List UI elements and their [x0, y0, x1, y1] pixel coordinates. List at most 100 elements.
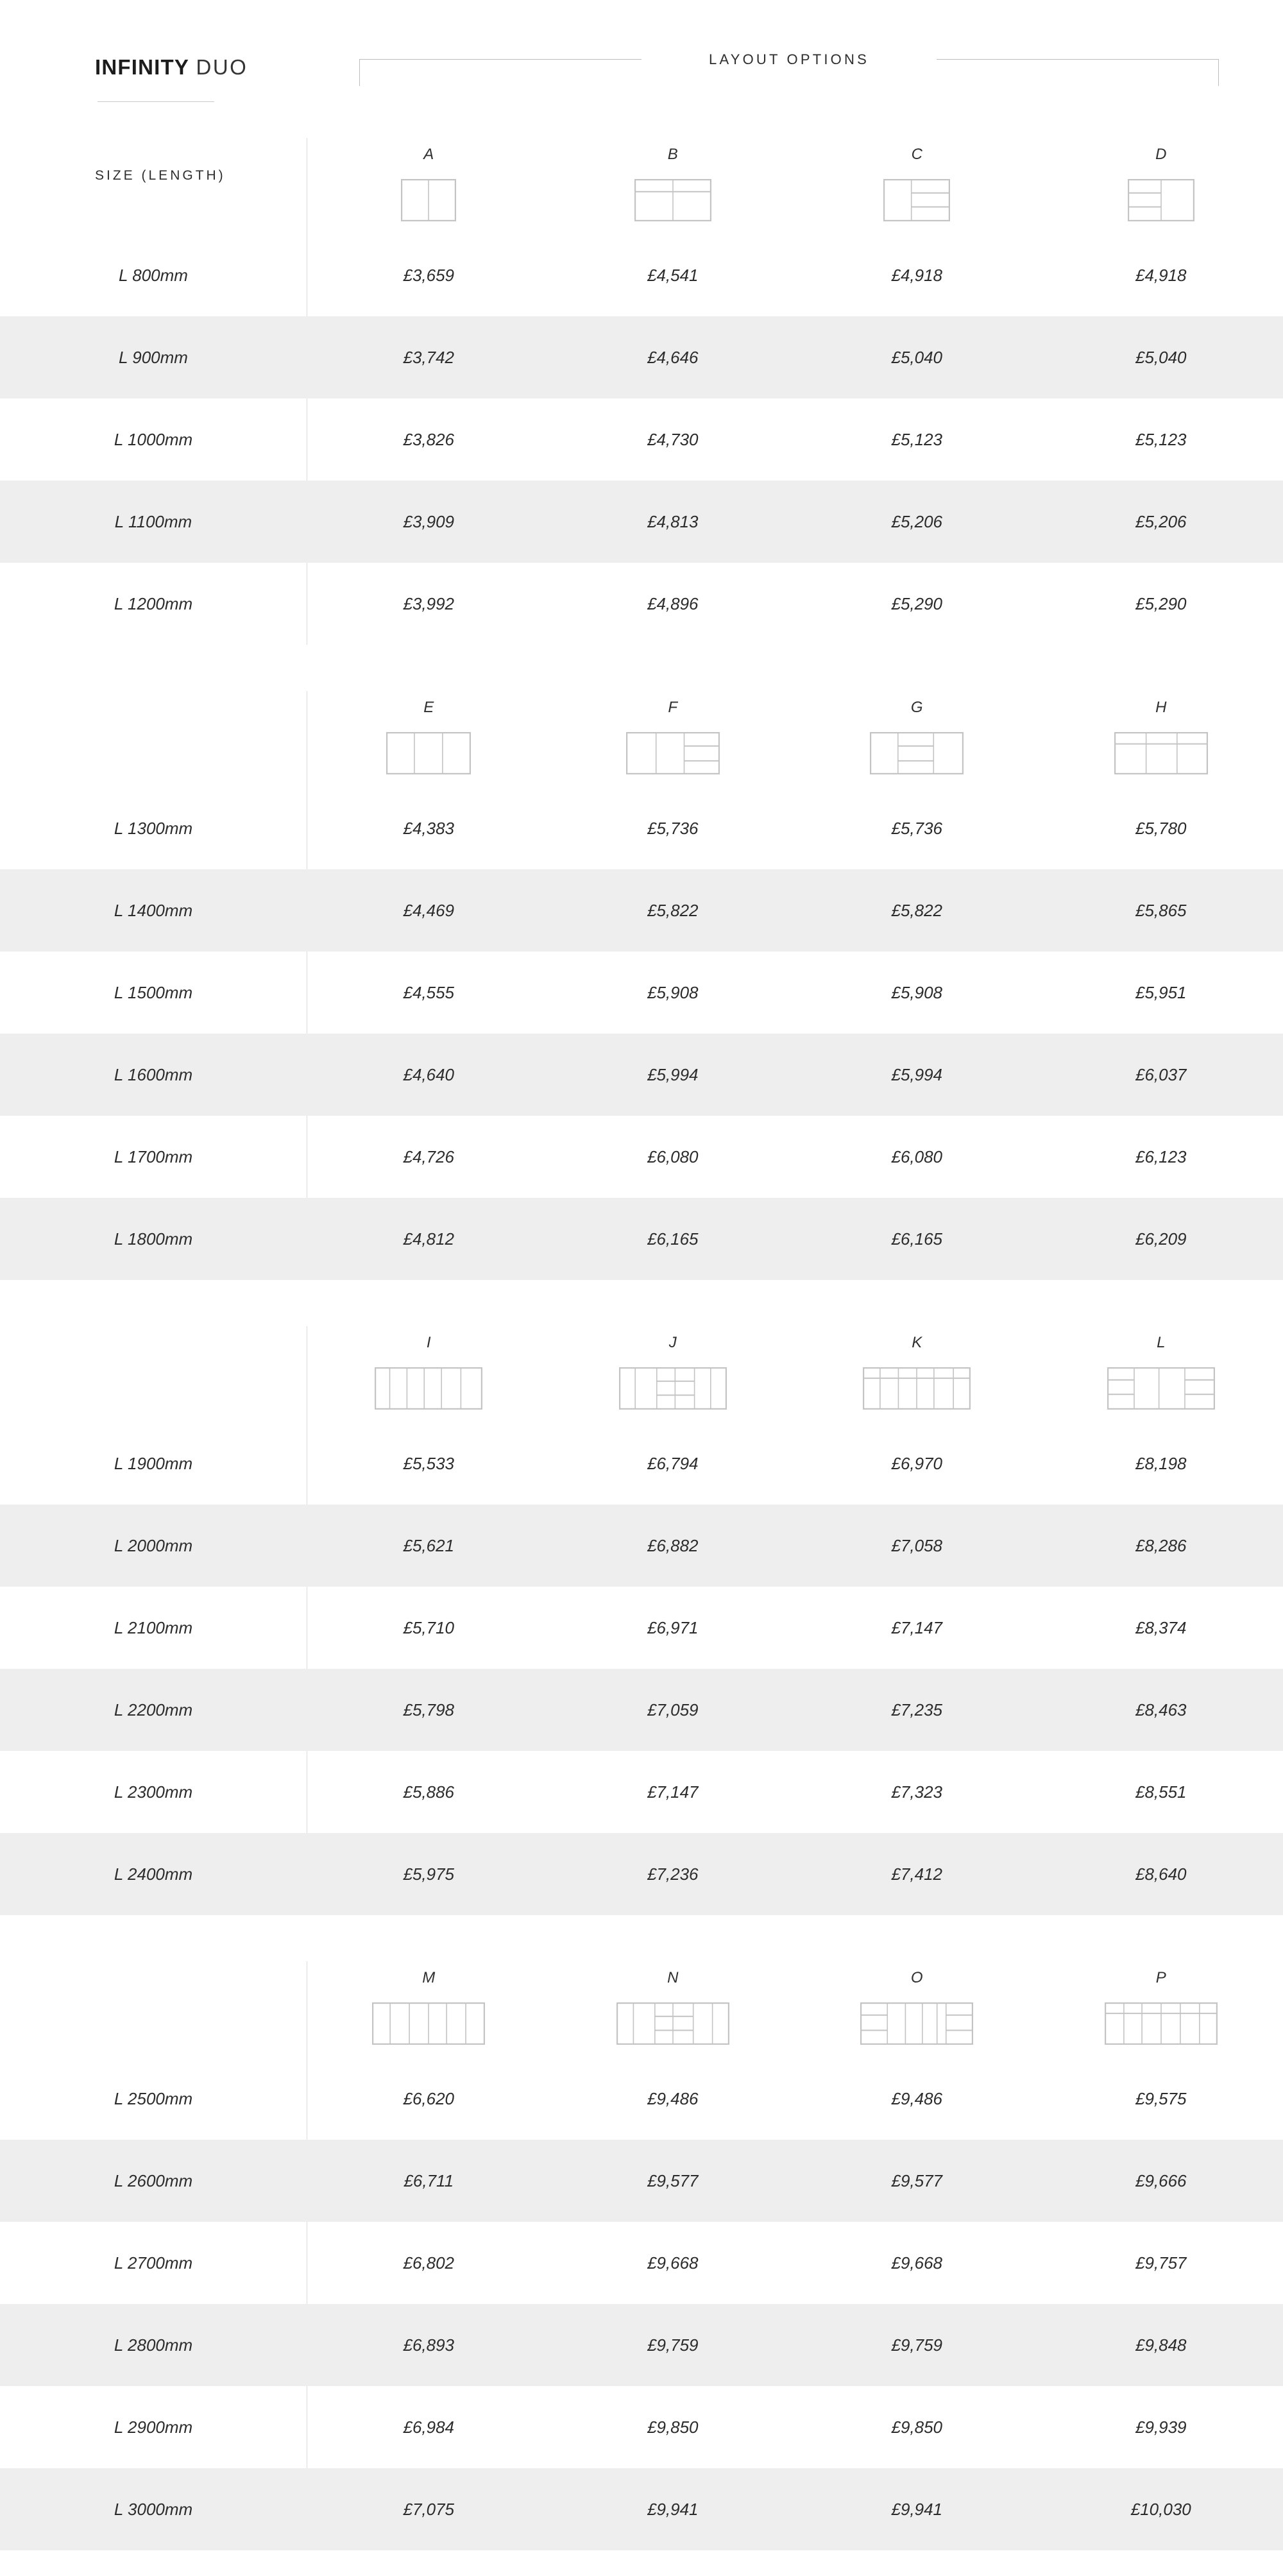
layout-option-letter: J — [668, 1334, 677, 1351]
price-cell-a: £3,909 — [403, 511, 455, 531]
row-price-cells: £5,975 £7,236 £7,412 £8,640 — [307, 1864, 1283, 1884]
price-cell-k: £7,323 — [891, 1782, 943, 1802]
table-row: L 2700mm £6,802 £9,668 £9,668 £9,757 — [0, 2222, 1283, 2304]
price-cell-b: £4,730 — [647, 429, 699, 449]
table-row: L 1800mm £4,812 £6,165 £6,165 £6,209 — [0, 1198, 1283, 1280]
price-cell-b: £4,896 — [647, 593, 699, 613]
layout-option-letter: K — [912, 1334, 922, 1351]
row-size-label: L 900mm — [119, 347, 188, 367]
layout-option-e[interactable]: E — [307, 691, 551, 787]
layout-option-f[interactable]: F — [551, 691, 795, 787]
row-price-cells: £5,621 £6,882 £7,058 £8,286 — [307, 1536, 1283, 1556]
row-size-label: L 2300mm — [114, 1782, 193, 1802]
row-size-label: L 1500mm — [114, 982, 193, 1002]
price-cell-j: £7,236 — [647, 1864, 699, 1884]
price-cell-l: £8,463 — [1135, 1700, 1187, 1719]
layout-option-k[interactable]: K — [795, 1326, 1039, 1422]
layout-option-a[interactable]: A — [307, 138, 551, 234]
row-size-label: L 1400mm — [114, 900, 193, 920]
row-size-label: L 2900mm — [114, 2417, 193, 2437]
layout-option-n[interactable]: N — [551, 1961, 795, 2058]
table-row: L 1500mm £4,555 £5,908 £5,908 £5,951 — [0, 951, 1283, 1034]
row-price-cells: £3,992 £4,896 £5,290 £5,290 — [307, 594, 1283, 614]
layout-option-p[interactable]: P — [1039, 1961, 1283, 2058]
price-cell-i: £5,886 — [403, 1782, 455, 1802]
price-cell-f: £6,165 — [647, 1229, 699, 1249]
price-cell-o: £9,577 — [891, 2171, 943, 2190]
price-cell-n: £9,486 — [647, 2088, 699, 2108]
row-size-label: L 1000mm — [114, 429, 193, 449]
layout-option-l[interactable]: L — [1039, 1326, 1283, 1422]
row-price-cells: £6,893 £9,759 £9,759 £9,848 — [307, 2335, 1283, 2355]
row-size-label: L 1600mm — [114, 1064, 193, 1084]
row-size-label: L 800mm — [119, 265, 188, 285]
layout-option-letter: E — [423, 699, 434, 716]
row-size-label: L 2000mm — [114, 1535, 193, 1555]
layout-option-i[interactable]: I — [307, 1326, 551, 1422]
layout-diagram-i — [375, 1367, 483, 1410]
price-cell-f: £5,908 — [647, 982, 699, 1002]
layout-option-b[interactable]: B — [551, 138, 795, 234]
table-row: L 2300mm £5,886 £7,147 £7,323 £8,551 — [0, 1751, 1283, 1833]
row-size-label: L 1900mm — [114, 1453, 193, 1473]
row-price-cells: £4,812 £6,165 £6,165 £6,209 — [307, 1229, 1283, 1249]
price-cell-l: £8,286 — [1135, 1535, 1187, 1555]
price-cell-m: £6,802 — [403, 2253, 455, 2273]
price-cell-d: £5,290 — [1135, 593, 1187, 613]
layout-option-d[interactable]: D — [1039, 138, 1283, 234]
row-size-label: L 2100mm — [114, 1617, 193, 1637]
price-cell-c: £5,040 — [891, 347, 943, 367]
row-size-label: L 2700mm — [114, 2253, 193, 2273]
price-cell-e: £4,469 — [403, 900, 455, 920]
row-price-cells: £3,909 £4,813 £5,206 £5,206 — [307, 512, 1283, 532]
price-cell-a: £3,659 — [403, 265, 455, 285]
price-cell-o: £9,941 — [891, 2499, 943, 2519]
bracket-tick-right — [1218, 59, 1219, 86]
price-cell-n: £9,759 — [647, 2335, 699, 2355]
row-size-label: L 3000mm — [114, 2499, 193, 2519]
layout-option-h[interactable]: H — [1039, 691, 1283, 787]
layout-options-label: LAYOUT OPTIONS — [695, 51, 883, 68]
price-cell-n: £9,850 — [647, 2417, 699, 2437]
row-price-cells: £4,640 £5,994 £5,994 £6,037 — [307, 1065, 1283, 1085]
layout-option-c[interactable]: C — [795, 138, 1039, 234]
price-cell-o: £9,668 — [891, 2253, 943, 2273]
layout-diagram-g — [870, 732, 964, 774]
row-price-cells: £6,802 £9,668 £9,668 £9,757 — [307, 2253, 1283, 2273]
bracket-tick-left — [359, 59, 360, 86]
page-header: INFINITY DUO LAYOUT OPTIONS SIZE (LENGTH… — [0, 0, 1283, 183]
row-price-cells: £6,711 £9,577 £9,577 £9,666 — [307, 2171, 1283, 2191]
layout-option-g[interactable]: G — [795, 691, 1039, 787]
price-cell-b: £4,541 — [647, 265, 699, 285]
row-price-cells: £5,886 £7,147 £7,323 £8,551 — [307, 1782, 1283, 1802]
table-row: L 800mm £3,659 £4,541 £4,918 £4,918 — [0, 234, 1283, 316]
price-cell-l: £8,198 — [1135, 1453, 1187, 1473]
layout-option-m[interactable]: M — [307, 1961, 551, 2058]
price-cell-g: £5,736 — [891, 818, 943, 838]
layout-option-o[interactable]: O — [795, 1961, 1039, 2058]
price-cell-k: £7,147 — [891, 1617, 943, 1637]
row-price-cells: £4,555 £5,908 £5,908 £5,951 — [307, 983, 1283, 1003]
layout-diagram-j — [618, 1367, 727, 1410]
layout-option-letter: F — [668, 699, 678, 716]
price-cell-n: £9,668 — [647, 2253, 699, 2273]
price-cell-f: £5,994 — [647, 1064, 699, 1084]
layout-diagram-n — [616, 2002, 729, 2045]
table-block: A B C D L 800mm £3,659 £4,541 £4,918 £4,918 L 900… — [0, 138, 1283, 645]
layout-option-j[interactable]: J — [551, 1326, 795, 1422]
layout-option-letter: C — [911, 146, 922, 163]
table-row: L 900mm £3,742 £4,646 £5,040 £5,040 — [0, 316, 1283, 398]
layout-option-header-row: I J K L — [0, 1326, 1283, 1422]
row-price-cells: £6,984 £9,850 £9,850 £9,939 — [307, 2418, 1283, 2437]
row-price-cells: £4,469 £5,822 £5,822 £5,865 — [307, 901, 1283, 921]
layout-option-letter: N — [667, 1969, 679, 1986]
price-cell-e: £4,555 — [403, 982, 455, 1002]
price-cell-f: £5,822 — [647, 900, 699, 920]
table-row: L 2200mm £5,798 £7,059 £7,235 £8,463 — [0, 1669, 1283, 1751]
price-cell-k: £7,058 — [891, 1535, 943, 1555]
price-cell-o: £9,486 — [891, 2088, 943, 2108]
price-cell-j: £6,794 — [647, 1453, 699, 1473]
block-spacer — [0, 645, 1283, 691]
price-cell-b: £4,813 — [647, 511, 699, 531]
table-row: L 1000mm £3,826 £4,730 £5,123 £5,123 — [0, 398, 1283, 481]
